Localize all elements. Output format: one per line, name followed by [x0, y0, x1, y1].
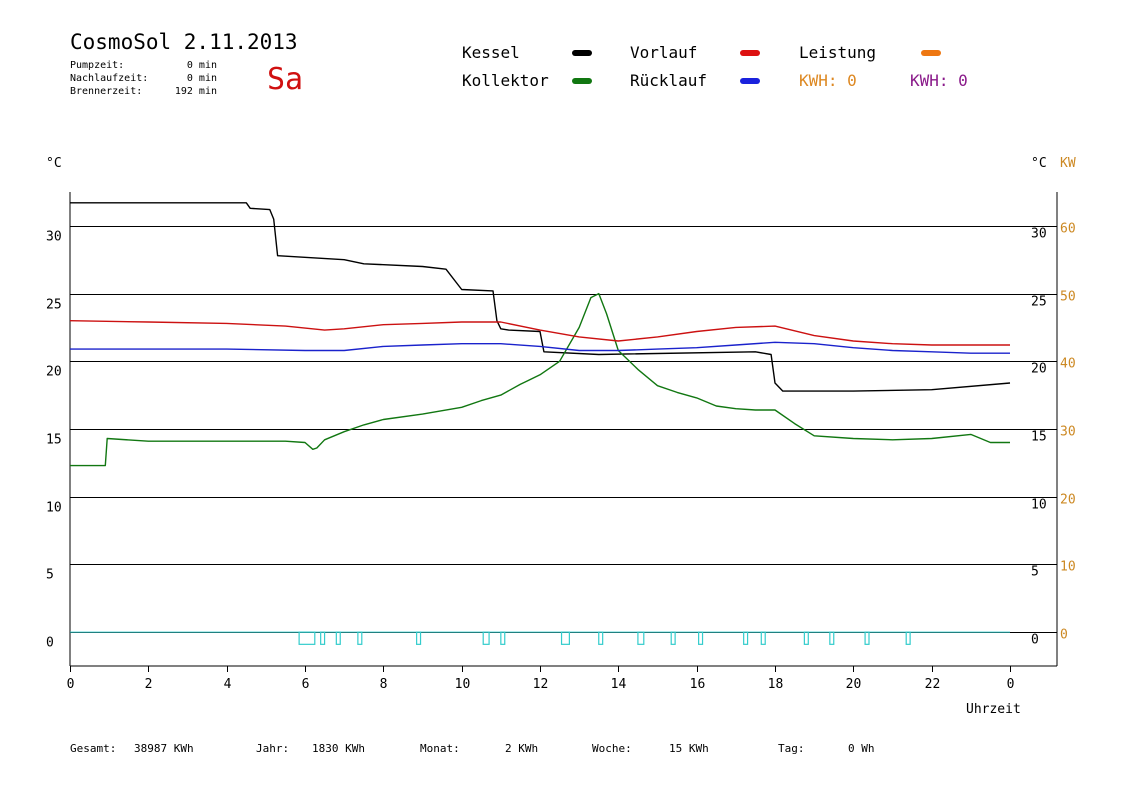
y-tick-label-right: 30	[1031, 227, 1047, 242]
pump-cycle	[829, 631, 835, 645]
footer-tag-value: 0 Wh	[848, 742, 875, 755]
legend-swatch-leistung	[921, 50, 941, 56]
x-tick-label: 0	[1007, 677, 1015, 692]
y-right-unit: °C	[1031, 156, 1047, 171]
series-line-vorlauf	[69, 320, 1010, 346]
stat-nachlaufzeit-value: 0 min	[186, 73, 217, 84]
page-title: CosmoSol 2.11.2013	[70, 30, 298, 54]
pump-cycle	[482, 631, 490, 645]
y-tick-label-kw: 20	[1060, 493, 1076, 508]
legend-label-vorlauf: Vorlauf	[630, 43, 698, 62]
x-tick-label: 10	[455, 677, 471, 692]
y-tick-label-right: 0	[1031, 633, 1039, 648]
grid-lines	[69, 192, 1058, 672]
legend-swatch-kollektor	[572, 78, 592, 84]
y-tick-label-kw: 10	[1060, 560, 1076, 575]
y-tick-label-left: 0	[46, 636, 54, 651]
x-tick-label: 14	[611, 677, 627, 692]
y-tick-label-kw: 0	[1060, 628, 1068, 643]
legend-kwh-second: KWH: 0	[910, 71, 968, 90]
legend-label-kessel: Kessel	[462, 43, 520, 62]
footer-monat-value: 2 KWh	[505, 742, 539, 755]
footer-woche-value: 15 KWh	[669, 742, 709, 755]
y-left-unit: °C	[46, 156, 62, 171]
footer-jahr-value: 1830 KWh	[312, 742, 365, 755]
series-line-kollektor	[70, 292, 1010, 467]
legend-label-kollektor: Kollektor	[462, 71, 549, 90]
pump-cycle	[320, 631, 326, 645]
legend-swatch-kessel	[572, 50, 592, 56]
legend-label-leistung: Leistung	[799, 43, 877, 62]
pump-cycle	[500, 631, 506, 645]
x-tick-label: 2	[145, 677, 153, 692]
x-tick-label: 12	[533, 677, 549, 692]
footer-jahr-label: Jahr:	[256, 742, 290, 755]
x-tick-label: 6	[302, 677, 310, 692]
y-tick-label-right: 5	[1031, 565, 1039, 580]
footer-tag-label: Tag:	[778, 742, 805, 755]
legend-swatch-vorlauf	[740, 50, 760, 56]
y-tick-label-left: 5	[46, 568, 54, 583]
pump-cycle	[698, 631, 704, 645]
x-tick-label: 16	[690, 677, 706, 692]
series-line-kessel	[70, 202, 1011, 392]
pump-cycle	[905, 631, 911, 645]
stat-pumpzeit: Pumpzeit:	[70, 59, 124, 72]
legend-kwh-leistung: KWH: 0	[799, 71, 857, 90]
pump-cycles	[70, 631, 1010, 645]
pump-cycle	[335, 631, 341, 645]
pump-cycle	[637, 631, 645, 645]
footer-gesamt-label: Gesamt:	[70, 742, 117, 755]
x-tick-label: 20	[846, 677, 862, 692]
pump-cycle	[803, 631, 809, 645]
pump-cycle	[598, 631, 604, 645]
pump-cycle	[864, 631, 870, 645]
x-axis-label: Uhrzeit	[966, 702, 1021, 717]
series-lines	[69, 202, 1011, 467]
y-tick-label-kw: 60	[1060, 222, 1076, 237]
y-tick-label-kw: 50	[1060, 290, 1076, 305]
footer-monat-label: Monat:	[420, 742, 460, 755]
pump-cycle	[760, 631, 766, 645]
pump-cycle	[298, 631, 316, 645]
y-right2-unit: KW	[1060, 156, 1076, 171]
legend-label-ruecklauf: Rücklauf	[630, 71, 708, 90]
pump-cycle	[743, 631, 749, 645]
y-tick-label-right: 15	[1031, 430, 1047, 445]
stat-brennerzeit: Brennerzeit:	[70, 85, 142, 98]
stat-pumpzeit-value: 0 min	[186, 60, 217, 71]
y-tick-label-left: 15	[46, 433, 62, 448]
y-tick-label-left: 20	[46, 365, 62, 380]
pump-cycle	[416, 631, 422, 645]
y-tick-label-kw: 40	[1060, 357, 1076, 372]
x-tick-label: 4	[224, 677, 232, 692]
stat-brennerzeit-value: 192 min	[174, 86, 217, 97]
pump-cycle	[670, 631, 676, 645]
pump-cycle	[357, 631, 363, 645]
y-tick-label-left: 30	[46, 230, 62, 245]
y-tick-label-right: 25	[1031, 295, 1047, 310]
x-tick-label: 0	[67, 677, 75, 692]
x-tick-label: 18	[768, 677, 784, 692]
stat-nachlaufzeit: Nachlaufzeit:	[70, 72, 148, 85]
y-tick-label-kw: 30	[1060, 425, 1076, 440]
footer-woche-label: Woche:	[592, 742, 632, 755]
series-line-ruecklauf	[70, 341, 1010, 354]
stat-label: Pumpzeit:	[70, 60, 125, 71]
y-tick-label-left: 25	[46, 298, 62, 313]
y-tick-label-right: 10	[1031, 498, 1047, 513]
legend-swatch-ruecklauf	[740, 78, 760, 84]
stat-label: Brennerzeit:	[70, 86, 143, 97]
x-tick-label: 22	[925, 677, 941, 692]
footer-gesamt-value: 38987 KWh	[134, 742, 194, 755]
stat-label: Nachlaufzeit:	[70, 73, 149, 84]
y-tick-label-left: 10	[46, 501, 62, 516]
pump-cycle	[560, 631, 570, 645]
weekday-label: Sa	[267, 62, 304, 97]
x-tick-label: 8	[380, 677, 388, 692]
y-tick-label-right: 20	[1031, 362, 1047, 377]
